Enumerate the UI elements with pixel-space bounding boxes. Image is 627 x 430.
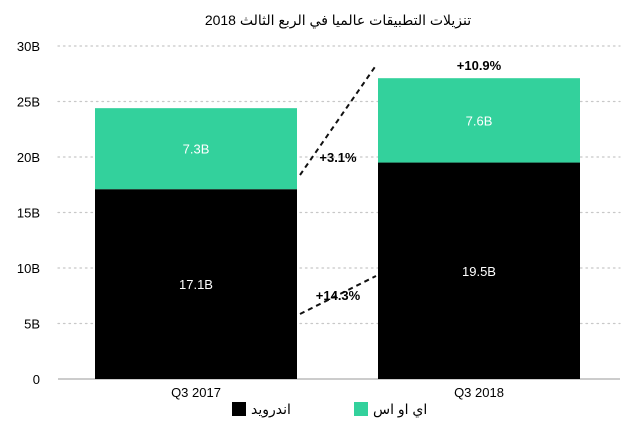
growth-connectors: [299, 64, 377, 315]
bars: 17.1B 7.3B 19.5B 7.6B: [95, 78, 580, 379]
y-tick-label: 15B: [17, 206, 40, 221]
legend-swatch-android: [232, 402, 246, 416]
y-tick-label: 25B: [17, 95, 40, 110]
x-axis: Q3 2017 Q3 2018: [171, 385, 504, 400]
bar-value-label: 7.6B: [466, 113, 493, 128]
bar-ios-0: [95, 108, 297, 190]
x-tick-label: Q3 2017: [171, 385, 221, 400]
ios-growth-connector: [299, 64, 377, 176]
legend: اندرويد اي او اس: [232, 401, 427, 418]
bar-android-1: [378, 162, 580, 379]
bar-value-label: 19.5B: [462, 264, 496, 279]
chart-title: تنزيلات التطبيقات عالميا في الربع الثالث…: [205, 12, 471, 29]
bar-ios-1: [378, 78, 580, 163]
y-tick-label: 30B: [17, 39, 40, 54]
bar-android-0: [95, 189, 297, 379]
total-growth-label: +10.9%: [457, 58, 502, 73]
ios-growth-label: +3.1%: [319, 150, 357, 165]
y-tick-label: 10B: [17, 261, 40, 276]
y-tick-label: 5B: [24, 317, 40, 332]
legend-swatch-ios: [354, 402, 368, 416]
bar-value-label: 17.1B: [179, 277, 213, 292]
y-tick-label: 0: [33, 372, 40, 387]
x-tick-label: Q3 2018: [454, 385, 504, 400]
bar-value-label: 7.3B: [183, 142, 210, 157]
y-axis: 0 5B 10B 15B 20B 25B 30B: [17, 39, 40, 387]
legend-label-ios: اي او اس: [373, 401, 427, 418]
y-tick-label: 20B: [17, 150, 40, 165]
legend-label-android: اندرويد: [251, 401, 291, 418]
android-growth-label: +14.3%: [316, 288, 361, 303]
